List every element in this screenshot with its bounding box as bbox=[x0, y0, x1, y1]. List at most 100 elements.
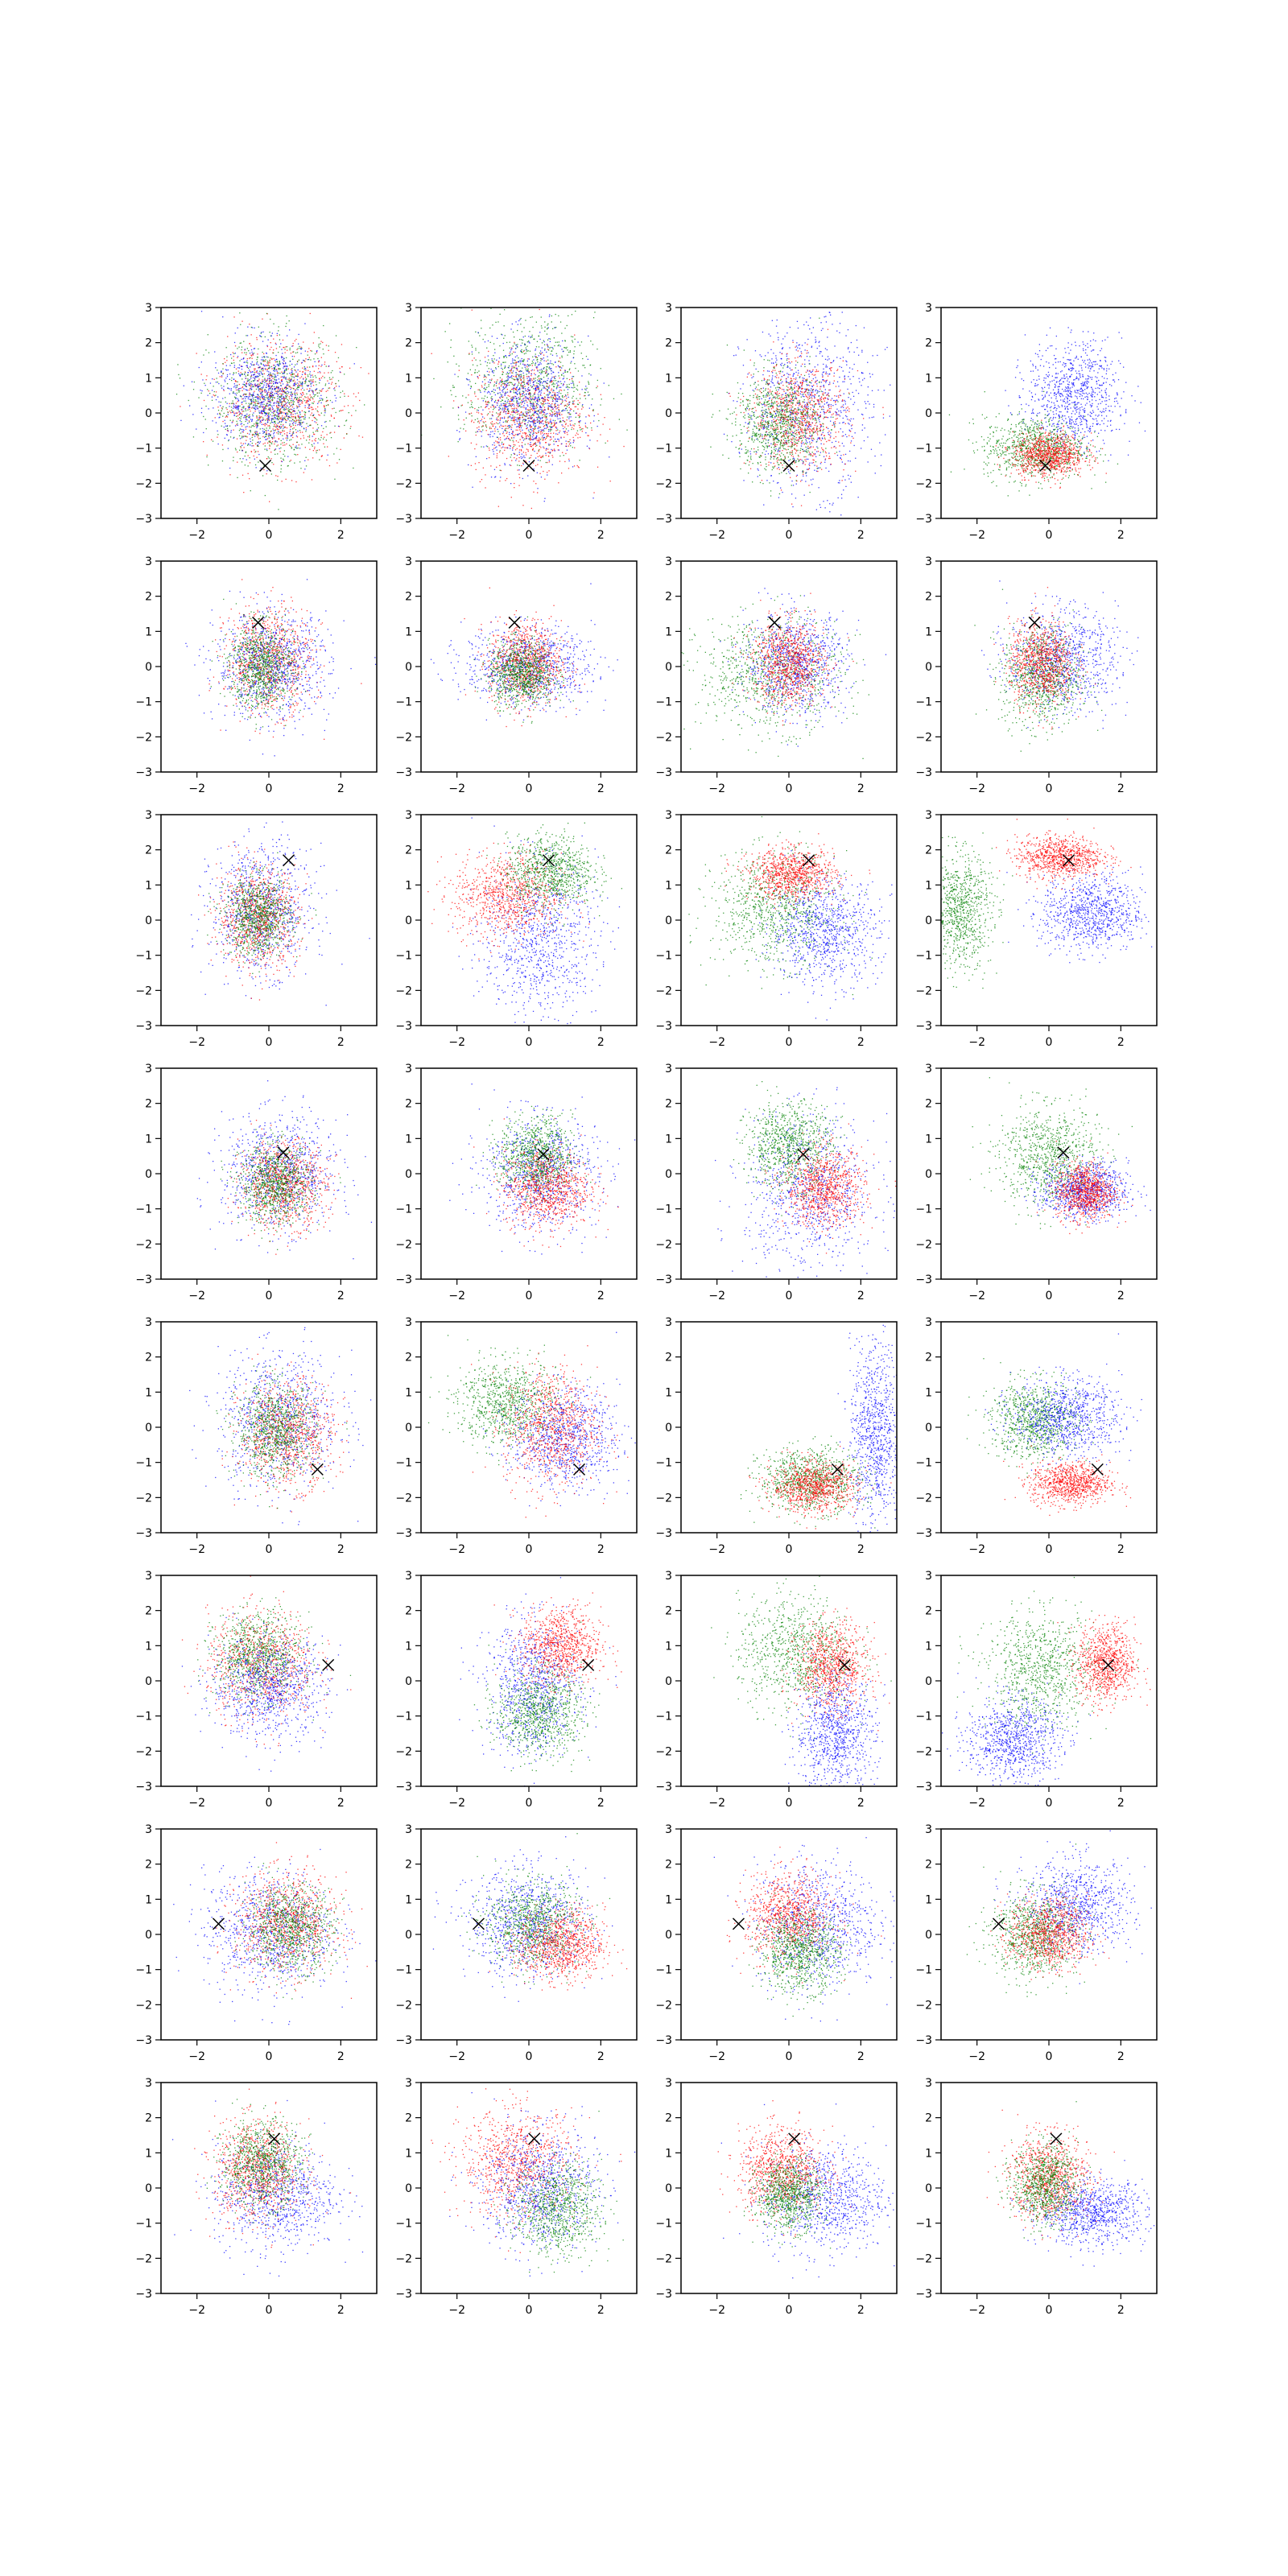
y-tick-label: 2 bbox=[145, 1605, 152, 1618]
y-tick-label: 1 bbox=[925, 879, 932, 892]
x-tick-label: 2 bbox=[857, 1543, 865, 1556]
marker-x bbox=[1051, 2133, 1062, 2145]
x-tick-label: 2 bbox=[857, 782, 865, 795]
y-tick-label: 1 bbox=[145, 879, 152, 892]
y-tick-label: −2 bbox=[915, 985, 932, 997]
x-tick-label: 2 bbox=[857, 2050, 865, 2063]
plot-area bbox=[941, 819, 1153, 989]
y-tick-label: −3 bbox=[135, 1020, 152, 1033]
x-tick-label: −2 bbox=[708, 2050, 725, 2063]
marker-x bbox=[260, 460, 271, 472]
x-tick-label: 0 bbox=[266, 1036, 273, 1049]
y-tick-label: 0 bbox=[405, 1675, 412, 1688]
marker-x bbox=[583, 1659, 594, 1670]
x-tick-label: 0 bbox=[526, 2050, 533, 2063]
y-tick-label: 2 bbox=[665, 844, 672, 857]
y-tick-label: 2 bbox=[145, 591, 152, 604]
x-tick-label: −2 bbox=[448, 1543, 465, 1556]
y-tick-label: −2 bbox=[395, 1745, 412, 1758]
y-tick-label: −2 bbox=[135, 731, 152, 744]
series-blue-points bbox=[715, 1088, 895, 1278]
x-tick-label: −2 bbox=[708, 529, 725, 542]
x-tick-label: 2 bbox=[597, 2304, 605, 2317]
y-tick-label: 0 bbox=[925, 661, 932, 674]
y-tick-label: 1 bbox=[405, 2147, 412, 2160]
series-red-points bbox=[1003, 1446, 1131, 1516]
series-green-points bbox=[711, 1576, 892, 1741]
y-tick-label: 2 bbox=[665, 2112, 672, 2125]
x-tick-label: 0 bbox=[526, 2304, 533, 2317]
series-green-points bbox=[176, 312, 365, 510]
marker-x bbox=[509, 617, 520, 628]
x-tick-label: 0 bbox=[786, 529, 793, 542]
y-tick-label: 0 bbox=[925, 1675, 932, 1688]
y-tick-label: −3 bbox=[915, 1527, 932, 1540]
y-tick-label: −1 bbox=[135, 443, 152, 456]
y-tick-label: −3 bbox=[135, 1527, 152, 1540]
y-tick-label: −3 bbox=[395, 513, 412, 526]
y-tick-label: −2 bbox=[395, 1238, 412, 1251]
series-red-points bbox=[194, 2089, 351, 2248]
x-tick-label: 2 bbox=[337, 1543, 345, 1556]
series-blue-points bbox=[459, 1577, 617, 1786]
marker-x bbox=[283, 855, 295, 866]
y-tick-label: −2 bbox=[395, 1999, 412, 2012]
series-red-points bbox=[996, 420, 1107, 489]
y-tick-label: −1 bbox=[395, 443, 412, 456]
series-green-points bbox=[749, 1893, 851, 2017]
y-tick-label: −3 bbox=[655, 2288, 672, 2301]
plot-area bbox=[459, 1577, 621, 1786]
plot-area bbox=[942, 1577, 1150, 1786]
series-red-points bbox=[222, 1354, 348, 1513]
axes-frame bbox=[941, 1068, 1157, 1279]
plot-area bbox=[431, 584, 618, 728]
y-tick-label: 3 bbox=[925, 1570, 932, 1583]
plot-area bbox=[427, 817, 622, 1024]
x-tick-label: 2 bbox=[597, 2050, 605, 2063]
y-tick-label: 0 bbox=[925, 407, 932, 420]
y-tick-label: −1 bbox=[655, 696, 672, 709]
series-red-points bbox=[727, 1847, 882, 1984]
series-red-points bbox=[729, 329, 884, 506]
y-tick-label: 2 bbox=[925, 591, 932, 604]
y-tick-label: −3 bbox=[395, 1020, 412, 1033]
x-tick-label: 2 bbox=[1117, 782, 1125, 795]
y-tick-label: 2 bbox=[665, 1859, 672, 1872]
x-tick-label: 2 bbox=[857, 1036, 865, 1049]
x-tick-label: −2 bbox=[188, 1290, 205, 1302]
y-tick-label: 2 bbox=[145, 337, 152, 350]
series-blue-points bbox=[1006, 865, 1152, 963]
x-tick-label: 2 bbox=[597, 1797, 605, 1810]
y-tick-label: −1 bbox=[915, 2218, 932, 2231]
y-tick-label: 1 bbox=[665, 1640, 672, 1653]
x-tick-label: 2 bbox=[1117, 1797, 1125, 1810]
x-tick-label: 2 bbox=[597, 782, 605, 795]
x-tick-label: 2 bbox=[337, 1797, 345, 1810]
y-tick-label: 2 bbox=[665, 337, 672, 350]
x-tick-label: −2 bbox=[188, 529, 205, 542]
x-tick-label: −2 bbox=[968, 1543, 985, 1556]
x-tick-label: 0 bbox=[786, 1036, 793, 1049]
y-tick-label: 1 bbox=[145, 1893, 152, 1906]
y-tick-label: 1 bbox=[145, 1133, 152, 1146]
y-tick-label: −3 bbox=[395, 1781, 412, 1794]
y-tick-label: 3 bbox=[665, 302, 672, 315]
y-tick-label: 1 bbox=[145, 1640, 152, 1653]
marker-x bbox=[769, 617, 780, 628]
y-tick-label: 3 bbox=[145, 302, 152, 315]
y-tick-label: 1 bbox=[405, 625, 412, 638]
series-blue-points bbox=[173, 1849, 376, 2025]
y-tick-label: 3 bbox=[145, 1316, 152, 1329]
y-tick-label: 0 bbox=[665, 914, 672, 927]
